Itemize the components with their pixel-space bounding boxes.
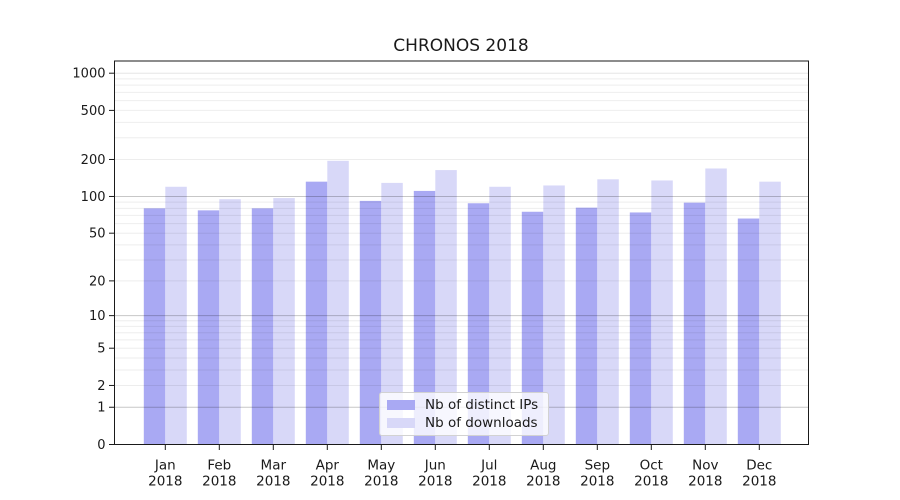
bar-nb-of-downloads-oct-2018 bbox=[651, 180, 673, 445]
x-tick-label-month-jan: Jan bbox=[154, 458, 176, 474]
y-tick-label-1000: 1000 bbox=[72, 67, 105, 82]
bar-nb-of-distinct-ips-mar-2018 bbox=[251, 208, 274, 445]
x-tick-label-year-jan: 2018 bbox=[148, 474, 182, 490]
y-tick-label-2: 2 bbox=[97, 379, 105, 394]
bar-nb-of-distinct-ips-jan-2018 bbox=[143, 208, 166, 445]
y-tick-label-0: 0 bbox=[97, 438, 105, 453]
x-tick-label-month-feb: Feb bbox=[207, 458, 231, 474]
x-tick-label-year-feb: 2018 bbox=[202, 474, 236, 490]
legend-label-distinct-ips: Nb of distinct IPs bbox=[425, 397, 539, 413]
legend-swatch-distinct-ips bbox=[387, 400, 415, 410]
bar-nb-of-distinct-ips-jun-2018 bbox=[413, 190, 436, 445]
x-tick-label-month-jun: Jun bbox=[424, 458, 446, 474]
x-tick-label-month-sep: Sep bbox=[585, 458, 610, 474]
x-tick-label-year-oct: 2018 bbox=[634, 474, 668, 490]
legend: Nb of distinct IPs Nb of downloads bbox=[379, 392, 549, 436]
bar-nb-of-distinct-ips-jul-2018 bbox=[467, 203, 490, 445]
plot-frame bbox=[114, 60, 809, 445]
bar-nb-of-downloads-dec-2018 bbox=[759, 181, 781, 445]
x-tick-label-month-dec: Dec bbox=[746, 458, 772, 474]
x-tick-label-year-jul: 2018 bbox=[472, 474, 506, 490]
x-tick-label-month-may: May bbox=[367, 458, 395, 474]
y-tick-label-10: 10 bbox=[89, 309, 106, 324]
legend-item-distinct-ips: Nb of distinct IPs bbox=[387, 397, 541, 413]
bar-nb-of-downloads-jan-2018 bbox=[165, 186, 187, 445]
bar-nb-of-distinct-ips-feb-2018 bbox=[197, 210, 220, 445]
x-tick-label-month-oct: Oct bbox=[640, 458, 663, 474]
bar-nb-of-downloads-sep-2018 bbox=[597, 179, 619, 445]
x-tick-label-month-apr: Apr bbox=[316, 458, 340, 474]
bar-nb-of-downloads-apr-2018 bbox=[327, 160, 349, 445]
bar-nb-of-downloads-aug-2018 bbox=[543, 185, 565, 445]
x-tick-label-year-may: 2018 bbox=[364, 474, 398, 490]
bar-nb-of-downloads-may-2018 bbox=[381, 182, 403, 445]
bar-nb-of-downloads-jun-2018 bbox=[435, 170, 457, 445]
x-tick-label-month-mar: Mar bbox=[261, 458, 287, 474]
legend-item-downloads: Nb of downloads bbox=[387, 415, 541, 431]
x-tick-label-month-jul: Jul bbox=[480, 458, 497, 474]
bar-nb-of-distinct-ips-apr-2018 bbox=[305, 181, 328, 445]
x-tick-label-year-sep: 2018 bbox=[580, 474, 614, 490]
bar-nb-of-downloads-jul-2018 bbox=[489, 186, 511, 445]
x-tick-label-year-dec: 2018 bbox=[742, 474, 776, 490]
y-tick-label-200: 200 bbox=[81, 153, 106, 168]
bar-nb-of-distinct-ips-nov-2018 bbox=[683, 202, 706, 445]
y-tick-label-100: 100 bbox=[81, 190, 106, 205]
y-tick-label-20: 20 bbox=[89, 274, 106, 289]
x-tick-label-year-apr: 2018 bbox=[310, 474, 344, 490]
bar-nb-of-downloads-feb-2018 bbox=[219, 199, 241, 445]
chart-title: CHRONOS 2018 bbox=[393, 36, 529, 56]
x-tick-label-year-nov: 2018 bbox=[688, 474, 722, 490]
x-tick-label-year-jun: 2018 bbox=[418, 474, 452, 490]
bar-nb-of-distinct-ips-dec-2018 bbox=[737, 218, 760, 445]
legend-swatch-downloads bbox=[387, 418, 415, 428]
bar-nb-of-distinct-ips-oct-2018 bbox=[629, 212, 652, 445]
x-tick-label-month-nov: Nov bbox=[692, 458, 718, 474]
bar-nb-of-downloads-nov-2018 bbox=[705, 168, 727, 445]
y-tick-label-5: 5 bbox=[97, 342, 105, 357]
bar-nb-of-distinct-ips-aug-2018 bbox=[521, 211, 544, 445]
y-tick-label-1: 1 bbox=[97, 401, 105, 416]
x-tick-label-month-aug: Aug bbox=[530, 458, 556, 474]
bar-nb-of-downloads-mar-2018 bbox=[273, 198, 295, 445]
bar-nb-of-distinct-ips-may-2018 bbox=[359, 200, 382, 445]
legend-label-downloads: Nb of downloads bbox=[425, 415, 538, 431]
bar-nb-of-distinct-ips-sep-2018 bbox=[575, 207, 598, 445]
y-tick-label-50: 50 bbox=[89, 227, 106, 242]
x-tick-label-year-aug: 2018 bbox=[526, 474, 560, 490]
x-tick-label-year-mar: 2018 bbox=[256, 474, 290, 490]
y-tick-label-500: 500 bbox=[81, 104, 106, 119]
